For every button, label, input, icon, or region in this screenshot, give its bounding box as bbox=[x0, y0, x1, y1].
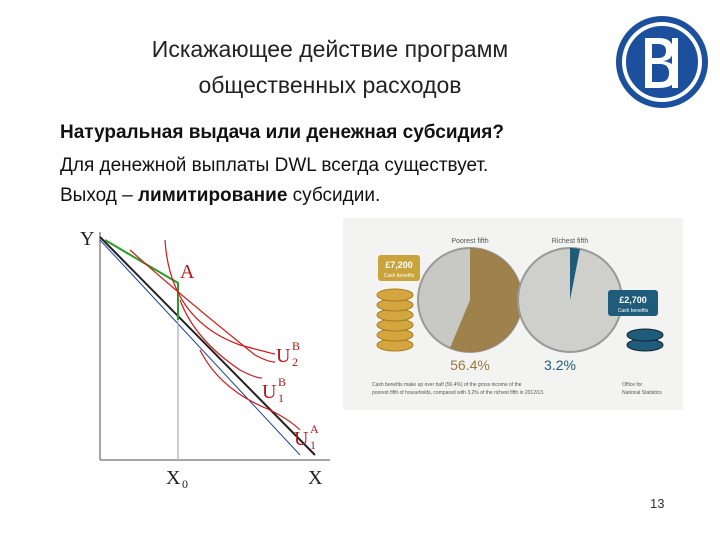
axis-label: A bbox=[180, 261, 195, 283]
info-text: Office for bbox=[622, 382, 643, 388]
info-text: Poorest fifth bbox=[451, 238, 488, 245]
text: Выход – bbox=[60, 185, 138, 206]
slide-title: общественных расходов bbox=[198, 72, 462, 98]
axis-label: U bbox=[294, 428, 309, 450]
text: субсидии. bbox=[287, 185, 381, 206]
label-sub: 2 bbox=[292, 355, 298, 369]
info-text: £2,700 bbox=[619, 295, 647, 305]
info-text: Cash benefits bbox=[384, 273, 415, 279]
info-text: Cash benefits make up over half (56.4%) … bbox=[372, 382, 522, 388]
info-text: 3.2% bbox=[544, 357, 576, 373]
label-sub: 1 bbox=[310, 438, 316, 452]
axis-label: X bbox=[166, 467, 181, 489]
axis-label: Y bbox=[80, 228, 94, 250]
info-text: poorest fifth of households, compared wi… bbox=[372, 390, 544, 396]
label-sub: 1 bbox=[278, 391, 284, 405]
label-sub: 0 bbox=[182, 477, 188, 491]
axis-label: U bbox=[262, 381, 277, 403]
infographic bbox=[343, 218, 683, 410]
info-text: 56.4% bbox=[450, 357, 490, 373]
body-line: Для денежной выплаты DWL всегда существу… bbox=[60, 155, 489, 176]
heading: Натуральная выдача или денежная субсидия… bbox=[60, 122, 504, 143]
diagram bbox=[99, 232, 330, 461]
info-text: £7,200 bbox=[385, 260, 413, 270]
bold-text: лимитирование bbox=[137, 185, 288, 206]
info-text: Richest fifth bbox=[552, 238, 589, 245]
label-sup: A bbox=[310, 422, 319, 436]
body-line: Выход – лимитирование субсидии. bbox=[60, 185, 380, 207]
label-sup: B bbox=[278, 375, 286, 389]
logo bbox=[616, 16, 708, 108]
axis-label: X bbox=[308, 467, 323, 489]
info-text: Cash benefits bbox=[618, 308, 649, 314]
label-sup: B bbox=[292, 339, 300, 353]
axis-label: U bbox=[276, 345, 291, 367]
page-number: 13 bbox=[650, 496, 665, 511]
slide-title: Искажающее действие программ bbox=[151, 36, 509, 62]
info-text: National Statistics bbox=[622, 390, 662, 396]
